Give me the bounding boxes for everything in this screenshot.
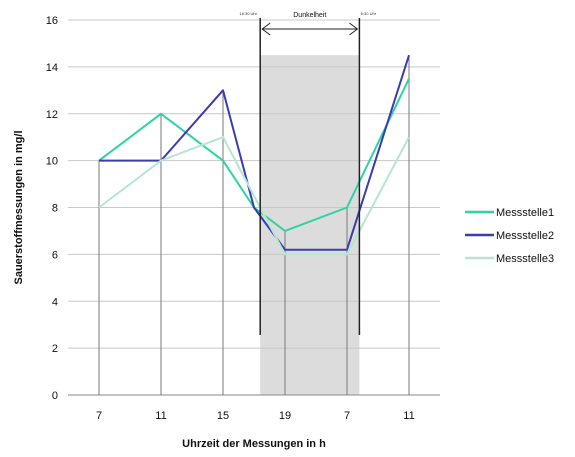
- x-tick-label: 11: [403, 410, 414, 422]
- x-axis-title: Uhrzeit der Messungen in h: [182, 438, 326, 450]
- dark-period-end-label: 6:30 Uhr: [361, 11, 377, 16]
- x-tick-label: 11: [155, 410, 166, 422]
- arrow-head-right: [349, 22, 359, 36]
- y-tick-label: 4: [52, 296, 58, 308]
- y-tick-label: 0: [52, 390, 58, 402]
- y-tick-label: 8: [52, 203, 58, 215]
- y-tick-label: 16: [46, 15, 58, 27]
- y-tick-label: 12: [46, 109, 58, 121]
- dark-period-band: [260, 55, 360, 395]
- arrow-head-left: [261, 22, 271, 36]
- y-axis-ticks: 0 2 4 6 8 10 12 14 16: [46, 15, 58, 402]
- y-tick-label: 6: [52, 249, 58, 261]
- x-axis-ticks: 7 11 15 19 7 11: [96, 410, 415, 422]
- dark-period-annotation: Dunkelheit 18:30 Uhr 6:30 Uhr: [239, 11, 377, 335]
- y-tick-label: 2: [52, 343, 58, 355]
- x-tick-label: 7: [96, 410, 102, 422]
- y-tick-label: 10: [46, 156, 58, 168]
- dark-period-start-label: 18:30 Uhr: [239, 11, 257, 16]
- y-tick-label: 14: [46, 62, 58, 74]
- legend-label: Messstelle1: [496, 207, 554, 219]
- dark-period-shade: [260, 55, 360, 395]
- dark-period-label: Dunkelheit: [293, 12, 326, 19]
- series-layer: [98, 54, 410, 256]
- x-tick-label: 7: [344, 410, 350, 422]
- series-line-messstelle3: [98, 136, 410, 256]
- series-line-messstelle2: [99, 54, 410, 251]
- y-axis-title: Sauerstoffmessungen in mg/l: [13, 130, 25, 284]
- legend: Messstelle1 Messstelle2 Messstelle3: [465, 207, 554, 265]
- legend-label: Messstelle3: [496, 253, 554, 265]
- x-tick-label: 19: [279, 410, 291, 422]
- x-tick-label: 15: [217, 410, 229, 422]
- legend-label: Messstelle2: [496, 230, 554, 242]
